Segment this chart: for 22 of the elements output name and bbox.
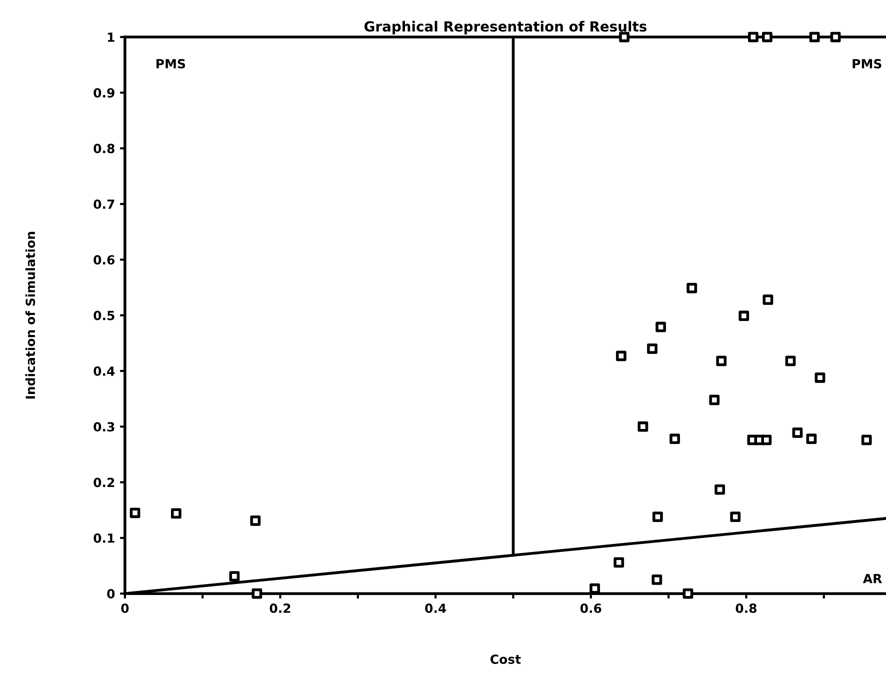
- annotation: PMS: [156, 59, 186, 68]
- x-tick-label: 0.2: [270, 604, 290, 613]
- chart-title: Graphical Representation of Results: [364, 20, 646, 34]
- y-tick-label: 0.4: [94, 366, 115, 376]
- annotation: PMS: [852, 59, 882, 68]
- y-tick-label: 0.5: [94, 310, 114, 320]
- y-tick-label: 0.6: [94, 255, 115, 265]
- x-axis-title: Cost: [490, 654, 521, 664]
- x-tick-label: 0: [121, 604, 129, 613]
- y-axis-title: Indication of Simulation: [25, 232, 36, 399]
- y-tick-label: 0.1: [94, 533, 114, 543]
- x-tick-label: 0.6: [580, 604, 602, 613]
- x-tick-label: 0.4: [425, 604, 446, 613]
- annotation: AR: [862, 574, 882, 584]
- y-tick-label: 0.3: [94, 422, 114, 432]
- y-tick-label: 0.2: [94, 478, 114, 488]
- y-tick-label: 0.9: [94, 88, 114, 98]
- x-tick-label: 0.8: [736, 604, 757, 613]
- y-tick-label: 0.8: [94, 144, 114, 154]
- y-tick-label: 0.7: [94, 199, 114, 209]
- y-tick-label: 1: [108, 32, 114, 42]
- y-tick-label: 0: [107, 589, 115, 599]
